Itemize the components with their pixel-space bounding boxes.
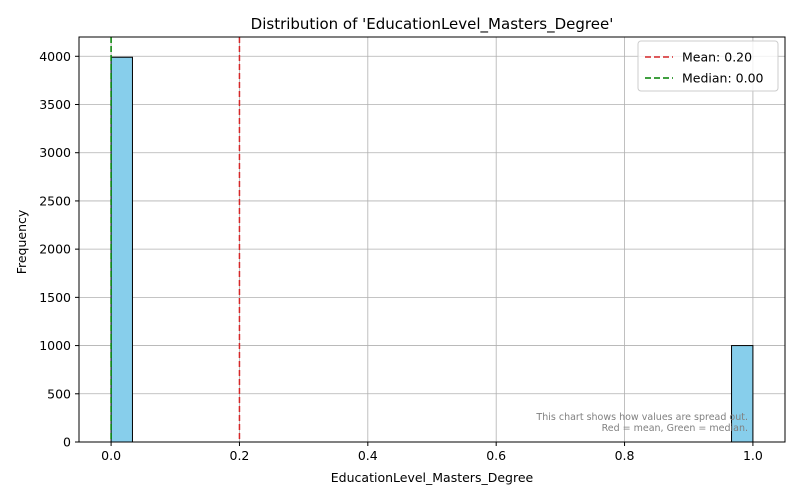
grid-layer [79,37,785,443]
x-tick-label-3: 0.6 [486,448,506,463]
y-axis-label: Frequency [14,209,29,274]
x-axis-label: EducationLevel_Masters_Degree [331,470,534,485]
y-tick-label-0: 0 [63,435,71,450]
legend-label-mean: Mean: 0.20 [682,50,752,65]
plot-frame [78,36,786,443]
legend: Mean: 0.20 Median: 0.00 [637,40,779,92]
x-tick-label-0: 0.0 [101,448,121,463]
histogram-bar-0 [110,56,133,443]
y-tick-label-3: 1500 [39,290,71,305]
y-tick-label-7: 3500 [39,97,71,112]
reference-lines-layer [110,37,241,442]
y-tick-label-5: 2500 [39,193,71,208]
x-axis-ticks: 0.0 0.2 0.4 0.6 0.8 1.0 [101,442,763,463]
y-tick-label-4: 2000 [39,242,71,257]
x-tick-label-1: 0.2 [230,448,250,463]
legend-label-median: Median: 0.00 [682,71,764,86]
y-tick-label-1: 500 [47,386,71,401]
bars-layer [110,56,754,443]
chart-title: Distribution of 'EducationLevel_Masters_… [251,15,614,34]
x-tick-label-5: 1.0 [743,448,763,463]
y-tick-label-8: 4000 [39,49,71,64]
y-tick-label-6: 3000 [39,145,71,160]
chart-note: This chart shows how values are spread o… [535,412,748,434]
chart-note-line-1: This chart shows how values are spread o… [535,412,748,423]
x-tick-label-4: 0.8 [615,448,635,463]
x-tick-label-2: 0.4 [358,448,378,463]
chart-note-line-2: Red = mean, Green = median. [602,423,748,434]
y-tick-label-2: 1000 [39,338,71,353]
legend-items: Mean: 0.20 Median: 0.00 [645,50,764,86]
y-axis-ticks: 0 500 1000 1500 2000 2500 3000 3500 4000 [39,49,79,450]
